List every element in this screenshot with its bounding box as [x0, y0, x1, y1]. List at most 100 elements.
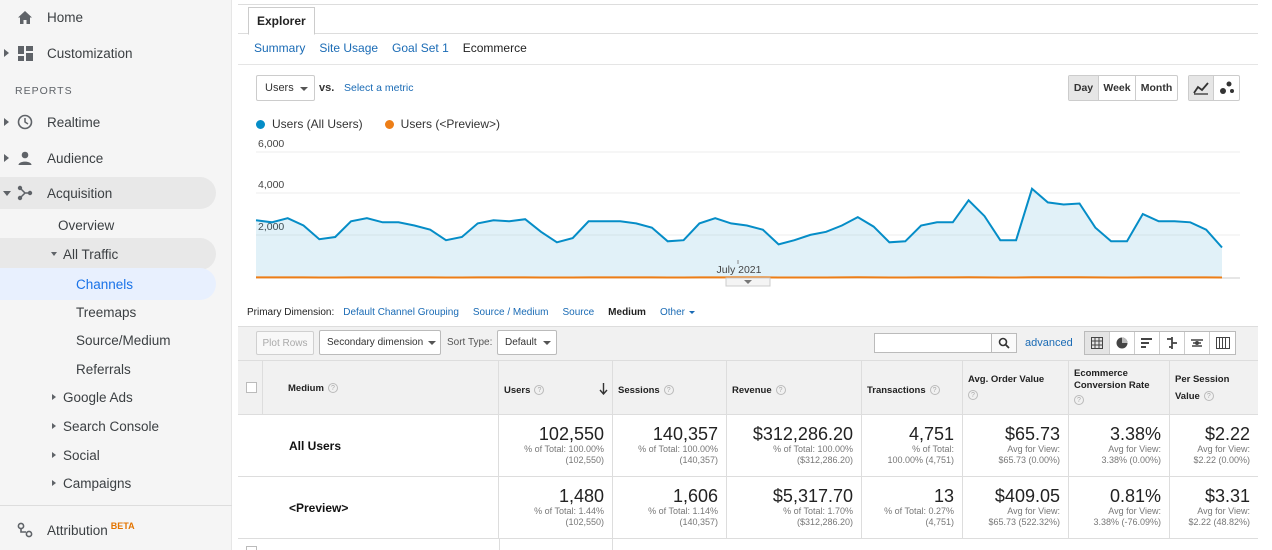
performance-view-icon[interactable] — [1135, 332, 1160, 354]
sidebar-item-realtime[interactable]: Realtime — [0, 106, 232, 138]
cell-value: 1,480 — [558, 486, 604, 506]
sidebar-item-google-ads[interactable]: Google Ads — [0, 381, 232, 413]
tab-explorer[interactable]: Explorer — [248, 7, 315, 35]
sidebar-item-channels[interactable]: Channels — [0, 268, 216, 300]
header-revenue[interactable]: Revenue? — [727, 361, 862, 416]
cell-value: 0.81% — [1109, 486, 1161, 506]
sort-type-select[interactable]: Default — [497, 330, 557, 355]
sidebar-item-referrals[interactable]: Referrals — [76, 361, 131, 377]
cell-subtext: Avg for View: — [1007, 444, 1060, 454]
sidebar-divider — [0, 505, 232, 506]
cell-subtext: % of Total: 1.70% — [783, 506, 853, 516]
header-ecommerce-conversion-rate[interactable]: Ecommerce Conversion Rate? — [1069, 361, 1170, 416]
cell-avg-order-value: $65.73 Avg for View: $65.73 (0.00%) — [963, 415, 1069, 477]
week-button[interactable]: Week — [1099, 76, 1136, 100]
home-icon — [17, 9, 33, 25]
comparison-view-icon[interactable] — [1160, 332, 1185, 354]
header-medium[interactable]: Medium? — [263, 361, 499, 416]
sidebar-item-acquisition[interactable]: Acquisition — [0, 177, 216, 209]
sidebar-item-treemaps[interactable]: Treemaps — [76, 304, 137, 320]
sidebar-item-overview[interactable]: Overview — [58, 217, 115, 233]
header-per-session-value[interactable]: Per Session Value? — [1170, 361, 1258, 416]
sidebar: Home Customization REPORTS Realtime Audi… — [0, 0, 232, 550]
table-search-input[interactable] — [874, 333, 992, 353]
metric-select[interactable]: Users — [256, 75, 315, 101]
help-icon[interactable]: ? — [929, 385, 940, 396]
help-icon[interactable]: ? — [1074, 395, 1084, 405]
row-checkbox[interactable] — [246, 546, 257, 550]
sidebar-item-home[interactable]: Home — [0, 1, 232, 33]
all-users-area — [256, 188, 1222, 278]
cell-subtext: % of Total: 100.00% — [773, 444, 853, 454]
chart-resize-handle[interactable] — [725, 277, 771, 287]
x-axis-label: July 2021 — [717, 264, 762, 276]
help-icon[interactable]: ? — [775, 385, 786, 396]
header-users[interactable]: Users? — [499, 361, 613, 416]
header-transactions-label: Transactions — [867, 385, 926, 396]
sidebar-item-social[interactable]: Social — [0, 439, 232, 471]
sidebar-item-customization[interactable]: Customization — [0, 37, 232, 69]
advanced-filter-link[interactable]: advanced — [1025, 337, 1073, 349]
dimension-medium[interactable]: Medium — [608, 307, 646, 318]
header-avg-order-value[interactable]: Avg. Order Value? — [963, 361, 1069, 416]
dimension-default-channel-grouping[interactable]: Default Channel Grouping — [343, 307, 459, 318]
legend-entry-all-users[interactable]: Users (All Users) — [256, 117, 363, 131]
y-tick-label: 6,000 — [258, 138, 284, 150]
cell-revenue: $312,286.20% of Total: 100.00% ($312,286.… — [727, 415, 862, 477]
cell-subtext: % of Total: 0.27% — [884, 506, 954, 516]
sidebar-item-audience[interactable]: Audience — [0, 142, 232, 174]
sidebar-item-attribution[interactable]: Attribution BETA — [0, 514, 232, 546]
secondary-dimension-select[interactable]: Secondary dimension — [319, 330, 441, 355]
search-button[interactable] — [992, 333, 1017, 353]
time-range-buttons: Day Week Month — [1068, 75, 1178, 101]
secondary-dimension-label: Secondary dimension — [327, 337, 424, 348]
term-cloud-view-icon[interactable] — [1185, 332, 1210, 354]
cell-subtext: (140,357) — [679, 455, 718, 465]
help-icon[interactable]: ? — [663, 385, 674, 396]
pivot-view-icon[interactable] — [1210, 332, 1235, 354]
cell-sessions: 140,357% of Total: 100.00% (140,357) — [613, 415, 727, 477]
header-medium-label: Medium — [288, 383, 324, 394]
legend-entry-preview[interactable]: Users (<Preview>) — [384, 117, 500, 131]
sidebar-item-all-traffic[interactable]: All Traffic — [0, 238, 216, 270]
subtab-summary[interactable]: Summary — [254, 41, 306, 55]
table-header: Medium? Users? Sessions? Revenue? Transa… — [238, 360, 1258, 416]
select-metric-link[interactable]: Select a metric — [344, 82, 414, 94]
tabbar-line — [238, 4, 1258, 5]
pie-view-icon[interactable] — [1110, 332, 1135, 354]
table-row: All Users 102,550% of Total: 100.00% (102… — [238, 415, 1258, 477]
header-transactions[interactable]: Transactions? — [862, 361, 963, 416]
sidebar-item-campaigns[interactable]: Campaigns — [0, 467, 232, 499]
legend-label: Users (All Users) — [272, 117, 363, 131]
day-button[interactable]: Day — [1069, 76, 1099, 100]
help-icon[interactable]: ? — [1203, 391, 1214, 402]
help-icon[interactable]: ? — [968, 390, 978, 400]
plot-rows-button[interactable]: Plot Rows — [256, 331, 314, 355]
select-all-checkbox[interactable] — [246, 382, 257, 393]
header-sessions[interactable]: Sessions? — [613, 361, 727, 416]
subtab-site-usage[interactable]: Site Usage — [319, 41, 379, 55]
line-chart-icon[interactable] — [1189, 76, 1214, 100]
sort-desc-icon — [599, 383, 608, 395]
dimension-source-medium[interactable]: Source / Medium — [472, 307, 549, 318]
dimension-source[interactable]: Source — [562, 307, 595, 318]
subtab-ecommerce[interactable]: Ecommerce — [462, 41, 527, 55]
sidebar-item-search-console[interactable]: Search Console — [0, 410, 232, 442]
motion-chart-icon[interactable] — [1214, 76, 1239, 100]
help-icon[interactable]: ? — [534, 385, 545, 396]
row-dimension-value[interactable]: <Preview> — [289, 501, 349, 515]
table-view-icon[interactable] — [1085, 332, 1110, 354]
header-ecr-label-2: Conversion Rate — [1074, 380, 1150, 391]
cell-subtext: % of Total: — [912, 444, 954, 454]
cell-subtext: $65.73 (522.32%) — [988, 517, 1060, 527]
explorer-subtabs: Summary Site Usage Goal Set 1 Ecommerce — [254, 41, 527, 55]
subtab-goal-set-1[interactable]: Goal Set 1 — [392, 41, 449, 55]
month-button[interactable]: Month — [1140, 82, 1173, 94]
cell-subtext: ($312,286.20) — [796, 455, 853, 465]
dimension-other-dropdown[interactable]: Other — [660, 307, 695, 318]
row-dimension-cell — [263, 415, 499, 477]
row-cell — [499, 539, 613, 550]
sidebar-item-source-medium[interactable]: Source/Medium — [76, 332, 171, 348]
cell-per-session-value: $2.22 Avg for View: $2.22 (0.00%) — [1170, 415, 1258, 477]
help-icon[interactable]: ? — [327, 383, 338, 394]
